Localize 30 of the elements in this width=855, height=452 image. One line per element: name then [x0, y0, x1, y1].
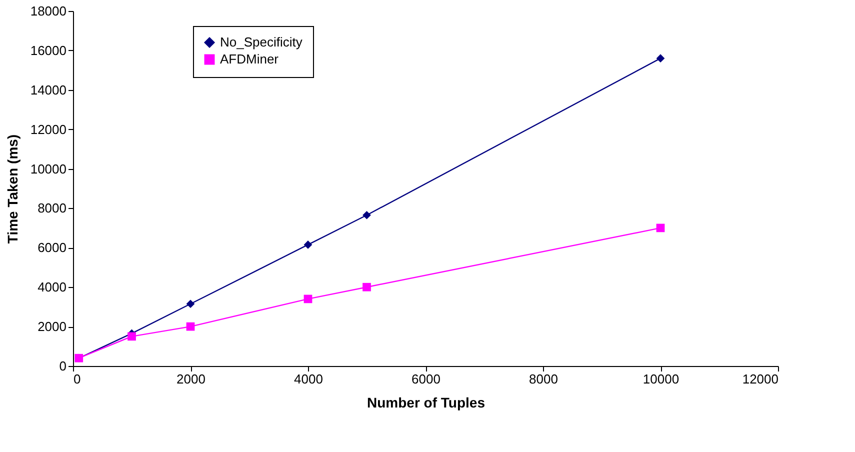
x-axis-title: Number of Tuples	[367, 394, 486, 410]
y-tick-label: 4000	[38, 280, 66, 295]
point	[304, 294, 312, 304]
y-tick-label: 6000	[38, 240, 66, 256]
x-tick-label: 12000	[742, 372, 778, 386]
x-tick-label: 10000	[642, 372, 680, 386]
x-tick-label: 4000	[294, 372, 323, 386]
y-tick-label: 14000	[30, 82, 66, 98]
legend-label: AFDMiner	[220, 52, 280, 66]
x-tick-label: 8000	[529, 372, 558, 386]
y-tick-label: 18000	[30, 4, 66, 18]
point	[362, 210, 371, 220]
y-tick-label: 12000	[30, 122, 66, 137]
point	[656, 54, 665, 63]
y-tick-label: 8000	[38, 200, 66, 216]
y-axis-title: Time Taken (ms)	[4, 134, 20, 244]
point	[656, 224, 665, 232]
y-tick-label: 0	[59, 358, 66, 374]
point	[186, 322, 195, 331]
point	[304, 240, 312, 249]
x-tick-label: 0	[74, 372, 81, 386]
point	[128, 332, 136, 341]
y-tick-label: 16000	[30, 42, 66, 58]
legend-label: No_Specificity	[220, 34, 303, 50]
point	[362, 282, 371, 292]
x-tick-label: 2000	[176, 372, 206, 386]
x-tick-label: 6000	[412, 372, 440, 386]
y-tick-label: 2000	[38, 319, 66, 334]
y-tick-label: 10000	[30, 161, 66, 176]
point	[186, 300, 195, 308]
